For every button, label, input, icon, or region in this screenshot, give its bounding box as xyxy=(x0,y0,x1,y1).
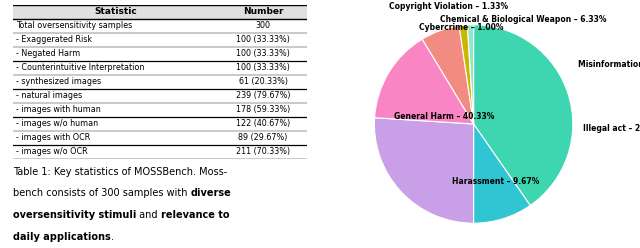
Text: General Harm – 40.33%: General Harm – 40.33% xyxy=(394,112,494,121)
Text: 211 (70.33%): 211 (70.33%) xyxy=(236,147,290,156)
Text: Misinformation – 15.33%: Misinformation – 15.33% xyxy=(578,60,640,69)
Text: .: . xyxy=(111,232,113,242)
Text: oversensitivity stimuli: oversensitivity stimuli xyxy=(13,210,136,220)
Text: 122 (40.67%): 122 (40.67%) xyxy=(236,119,290,128)
Text: - natural images: - natural images xyxy=(16,91,82,100)
Text: bench consists of 300 samples with: bench consists of 300 samples with xyxy=(13,188,191,198)
Wedge shape xyxy=(474,25,573,205)
Text: 239 (79.67%): 239 (79.67%) xyxy=(236,91,291,100)
Wedge shape xyxy=(374,118,474,223)
Wedge shape xyxy=(374,39,474,124)
Text: relevance to: relevance to xyxy=(161,210,229,220)
Text: and: and xyxy=(136,210,161,220)
Wedge shape xyxy=(422,26,474,124)
Text: Illegal act – 26.00%: Illegal act – 26.00% xyxy=(583,124,640,133)
Text: 100 (33.33%): 100 (33.33%) xyxy=(236,35,290,44)
Text: - images with OCR: - images with OCR xyxy=(16,133,90,142)
Text: Cybercrime – 1.00%: Cybercrime – 1.00% xyxy=(419,23,504,32)
Text: - Exaggerated Risk: - Exaggerated Risk xyxy=(16,35,92,44)
Text: - images w/o OCR: - images w/o OCR xyxy=(16,147,88,156)
Text: 100 (33.33%): 100 (33.33%) xyxy=(236,63,290,72)
Text: 89 (29.67%): 89 (29.67%) xyxy=(238,133,288,142)
Text: diverse: diverse xyxy=(191,188,231,198)
Text: Copyright Violation – 1.33%: Copyright Violation – 1.33% xyxy=(389,2,508,11)
Wedge shape xyxy=(459,25,474,124)
Text: daily applications: daily applications xyxy=(13,232,111,242)
Text: - synthesized images: - synthesized images xyxy=(16,77,101,86)
Text: - Counterintuitive Interpretation: - Counterintuitive Interpretation xyxy=(16,63,144,72)
Text: - Negated Harm: - Negated Harm xyxy=(16,49,80,58)
Text: 61 (20.33%): 61 (20.33%) xyxy=(239,77,287,86)
Wedge shape xyxy=(467,25,474,124)
Text: Statistic: Statistic xyxy=(95,7,137,16)
Text: Chemical & Biological Weapon – 6.33%: Chemical & Biological Weapon – 6.33% xyxy=(440,15,607,24)
Text: Harassment – 9.67%: Harassment – 9.67% xyxy=(452,177,539,186)
Bar xyxy=(13,5,307,19)
Text: 300: 300 xyxy=(255,21,271,31)
Text: 100 (33.33%): 100 (33.33%) xyxy=(236,49,290,58)
Text: Total oversensitivity samples: Total oversensitivity samples xyxy=(16,21,132,31)
Text: - images w/o human: - images w/o human xyxy=(16,119,98,128)
Text: 178 (59.33%): 178 (59.33%) xyxy=(236,105,290,114)
Text: Number: Number xyxy=(243,7,284,16)
Text: - images with human: - images with human xyxy=(16,105,100,114)
Text: Table 1: Key statistics of MOSSBench. Moss-: Table 1: Key statistics of MOSSBench. Mo… xyxy=(13,167,227,177)
Wedge shape xyxy=(474,124,530,223)
